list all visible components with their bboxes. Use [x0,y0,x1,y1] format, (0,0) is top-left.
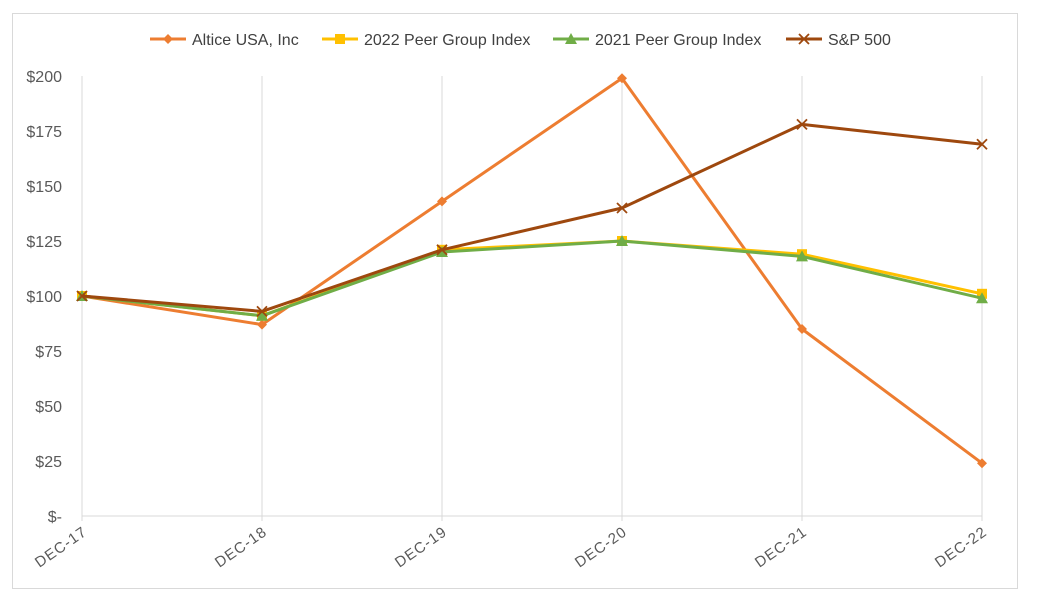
series-line-2021-peer-group-index [81,239,983,318]
data-point-altice-usa-inc [257,319,267,330]
data-point-2021-peer-group-index [796,250,808,262]
data-point-s-p-500 [976,138,988,150]
legend-label-s-p-500: S&P 500 [828,32,891,49]
data-point-s-p-500 [76,290,88,302]
y-tick-label: $100 [26,289,62,306]
legend-marker-altice-usa-inc [163,34,173,44]
data-point-s-p-500 [616,202,628,214]
chart-frame [12,13,1018,589]
legend-label-2021-peer-group-index: 2021 Peer Group Index [595,32,761,49]
legend-label-2022-peer-group-index: 2022 Peer Group Index [364,32,530,49]
series-line-s-p-500 [81,122,983,313]
y-tick-label: $25 [35,454,62,471]
series-line-altice-usa-inc [81,76,983,465]
legend-marker-2021-peer-group-index [565,33,577,44]
y-tick-label: $200 [26,69,62,86]
data-point-altice-usa-inc [977,458,987,469]
data-point-altice-usa-inc [617,73,627,84]
data-point-s-p-500 [796,118,808,131]
x-tick-label: DEC-20 [572,523,630,571]
legend-marker-s-p-500 [798,33,810,45]
y-tick-label: $75 [35,344,62,361]
legend-label-altice-usa-inc: Altice USA, Inc [192,32,299,49]
x-tick-label: DEC-22 [932,523,990,571]
legend-marker-2022-peer-group-index [335,34,345,44]
data-point-2021-peer-group-index [976,292,988,304]
y-tick-label: $50 [35,399,62,416]
x-tick-label: DEC-18 [212,523,270,571]
data-point-s-p-500 [436,244,448,256]
y-tick-label: $150 [26,179,62,196]
data-point-2021-peer-group-index [616,235,628,246]
series-line-2022-peer-group-index [81,239,983,318]
x-tick-label: DEC-17 [32,523,90,571]
x-tick-label: DEC-21 [752,523,810,571]
data-point-s-p-500 [256,305,268,318]
data-point-2021-peer-group-index [256,309,268,321]
x-tick-label: DEC-19 [392,523,450,571]
y-tick-label: $125 [26,234,62,251]
y-tick-label: $175 [26,124,62,141]
data-point-altice-usa-inc [437,196,447,207]
data-point-altice-usa-inc [797,324,807,334]
y-tick-label: $- [48,509,62,526]
data-point-2021-peer-group-index [436,246,448,257]
